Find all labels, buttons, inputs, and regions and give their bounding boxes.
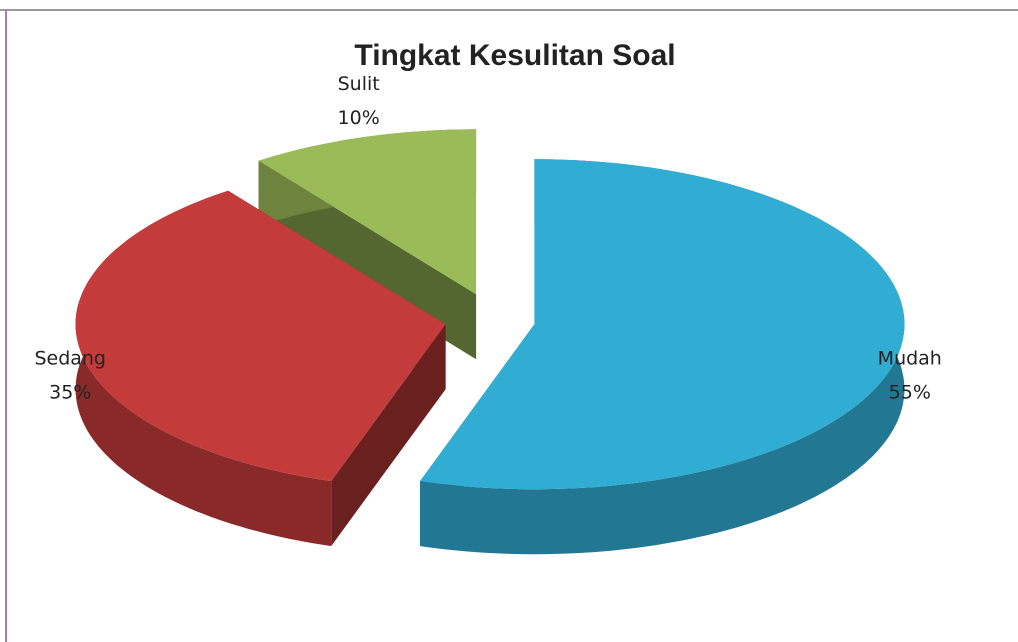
data-label-value: 10% [338, 107, 380, 129]
slice [420, 159, 905, 490]
data-label-value: 55% [889, 381, 931, 403]
data-label-value: 35% [49, 381, 91, 403]
data-label-name: Mudah [878, 347, 942, 369]
data-label-name: Sulit [338, 73, 380, 95]
slice-wall [331, 324, 446, 547]
slice [75, 190, 446, 482]
slice [258, 129, 477, 295]
chart-title: Tingkat Kesulitan Soal [354, 39, 675, 72]
data-label-name: Sedang [34, 347, 106, 369]
